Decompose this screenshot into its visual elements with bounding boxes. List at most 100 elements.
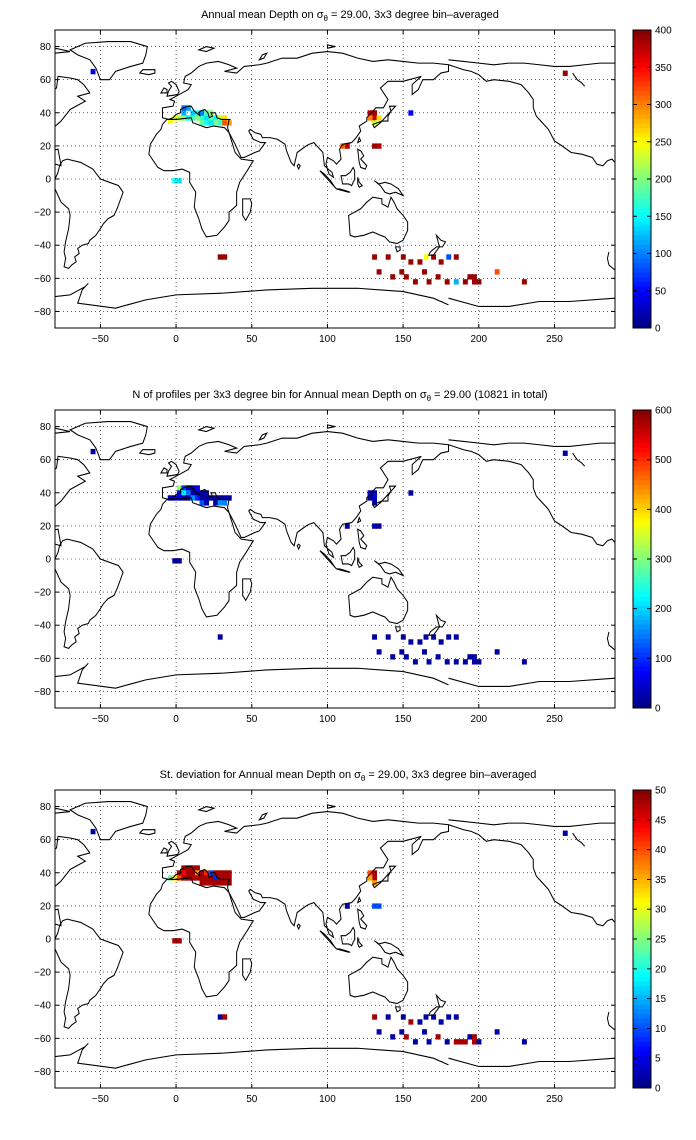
colorbar-tick-label: 350 <box>655 63 672 74</box>
x-tick-label: 0 <box>173 334 179 345</box>
bin-cell <box>190 875 196 881</box>
bin-cell <box>176 115 182 121</box>
x-tick-label: 100 <box>319 714 336 725</box>
bin-cell <box>423 634 429 640</box>
bin-cell <box>213 120 219 126</box>
colorbar-segment <box>633 1008 651 1014</box>
bin-cell <box>226 120 232 126</box>
colorbar-segment <box>633 127 651 133</box>
colorbar-segment <box>633 596 651 602</box>
colorbar-segment <box>633 489 651 495</box>
colorbar-segment <box>633 957 651 963</box>
colorbar-segment <box>633 197 651 203</box>
bin-cell <box>431 1014 437 1020</box>
colorbar-segment <box>633 929 651 935</box>
bin-cell <box>90 828 96 835</box>
colorbar-segment <box>633 456 651 462</box>
bin-cell <box>471 1034 477 1040</box>
bin-cell <box>204 500 210 506</box>
colorbar-segment <box>633 419 651 425</box>
colorbar-segment <box>633 911 651 917</box>
colorbar-tick-label: 0 <box>655 704 661 715</box>
colorbar-segment <box>633 95 651 101</box>
bin-cell <box>367 870 373 876</box>
colorbar-segment <box>633 104 651 110</box>
bin-cell <box>438 259 444 265</box>
bin-cell <box>408 639 414 645</box>
bin-cell <box>400 634 406 640</box>
colorbar-tick-label: 400 <box>655 505 672 516</box>
colorbar-segment <box>633 234 651 241</box>
bin-cell <box>372 880 378 886</box>
y-tick-label: −40 <box>34 241 51 252</box>
bin-cell <box>438 639 444 645</box>
bin-cell <box>213 495 219 501</box>
y-tick-label: −20 <box>34 968 51 979</box>
bin-cell <box>453 1039 459 1045</box>
bin-cell <box>462 1039 468 1045</box>
colorbar-segment <box>633 99 651 105</box>
y-tick-label: −40 <box>34 621 51 632</box>
bin-cell <box>190 495 196 501</box>
bin-cell <box>217 634 223 640</box>
colorbar-segment <box>633 318 651 324</box>
bin-cell <box>185 865 191 871</box>
bin-cell <box>453 634 459 640</box>
bin-cell <box>222 254 228 260</box>
y-tick-label: 40 <box>40 868 52 879</box>
colorbar-segment <box>633 859 651 865</box>
colorbar-segment <box>633 304 651 310</box>
bin-cell <box>467 274 473 280</box>
colorbar-segment <box>633 220 651 227</box>
bin-cell <box>181 115 187 121</box>
bin-cell <box>453 254 459 260</box>
colorbar-segment <box>633 43 651 50</box>
bin-cell <box>167 495 173 501</box>
colorbar-segment <box>633 962 651 968</box>
bin-cell <box>195 870 200 876</box>
bin-cell <box>426 279 432 285</box>
colorbar-segment <box>633 948 651 954</box>
colorbar-segment <box>633 1083 651 1089</box>
colorbar-segment <box>633 437 651 444</box>
colorbar-segment <box>633 34 651 40</box>
bin-cell <box>367 495 373 501</box>
x-tick-label: 50 <box>246 1094 258 1105</box>
colorbar-segment <box>633 211 651 217</box>
bin-cell <box>408 110 414 116</box>
colorbar-segment <box>633 614 651 621</box>
bin-cell <box>199 115 205 121</box>
colorbar-segment <box>633 512 651 518</box>
bin-cell <box>213 880 219 886</box>
colorbar-segment <box>633 146 651 152</box>
bin-cell <box>167 118 173 124</box>
colorbar-segment <box>633 666 651 672</box>
colorbar-tick-label: 50 <box>655 286 667 297</box>
bin-cell <box>195 875 200 881</box>
colorbar-segment <box>633 572 651 579</box>
bin-cell <box>408 259 414 265</box>
colorbar-tick-label: 200 <box>655 604 672 615</box>
colorbar-segment <box>633 123 651 129</box>
bin-cell <box>467 654 473 660</box>
colorbar-segment <box>633 503 651 509</box>
bin-cell <box>408 1019 414 1025</box>
colorbar-segment <box>633 808 651 814</box>
colorbar-segment <box>633 1060 651 1066</box>
bin-cell <box>208 115 214 121</box>
x-tick-label: 100 <box>319 1094 336 1105</box>
colorbar-segment <box>633 680 651 686</box>
colorbar-segment <box>633 423 651 430</box>
bin-cell <box>222 115 228 121</box>
colorbar-segment <box>633 165 651 171</box>
colorbar-segment <box>633 1027 651 1033</box>
colorbar-segment <box>633 479 651 485</box>
colorbar-segment <box>633 216 651 222</box>
colorbar-segment <box>633 1041 651 1047</box>
colorbar-segment <box>633 1050 651 1056</box>
bin-cell <box>372 1014 378 1020</box>
bin-cell <box>367 115 373 121</box>
colorbar-tick-label: 400 <box>655 26 672 37</box>
bin-cell <box>494 1029 500 1035</box>
bin-cell <box>190 110 196 116</box>
